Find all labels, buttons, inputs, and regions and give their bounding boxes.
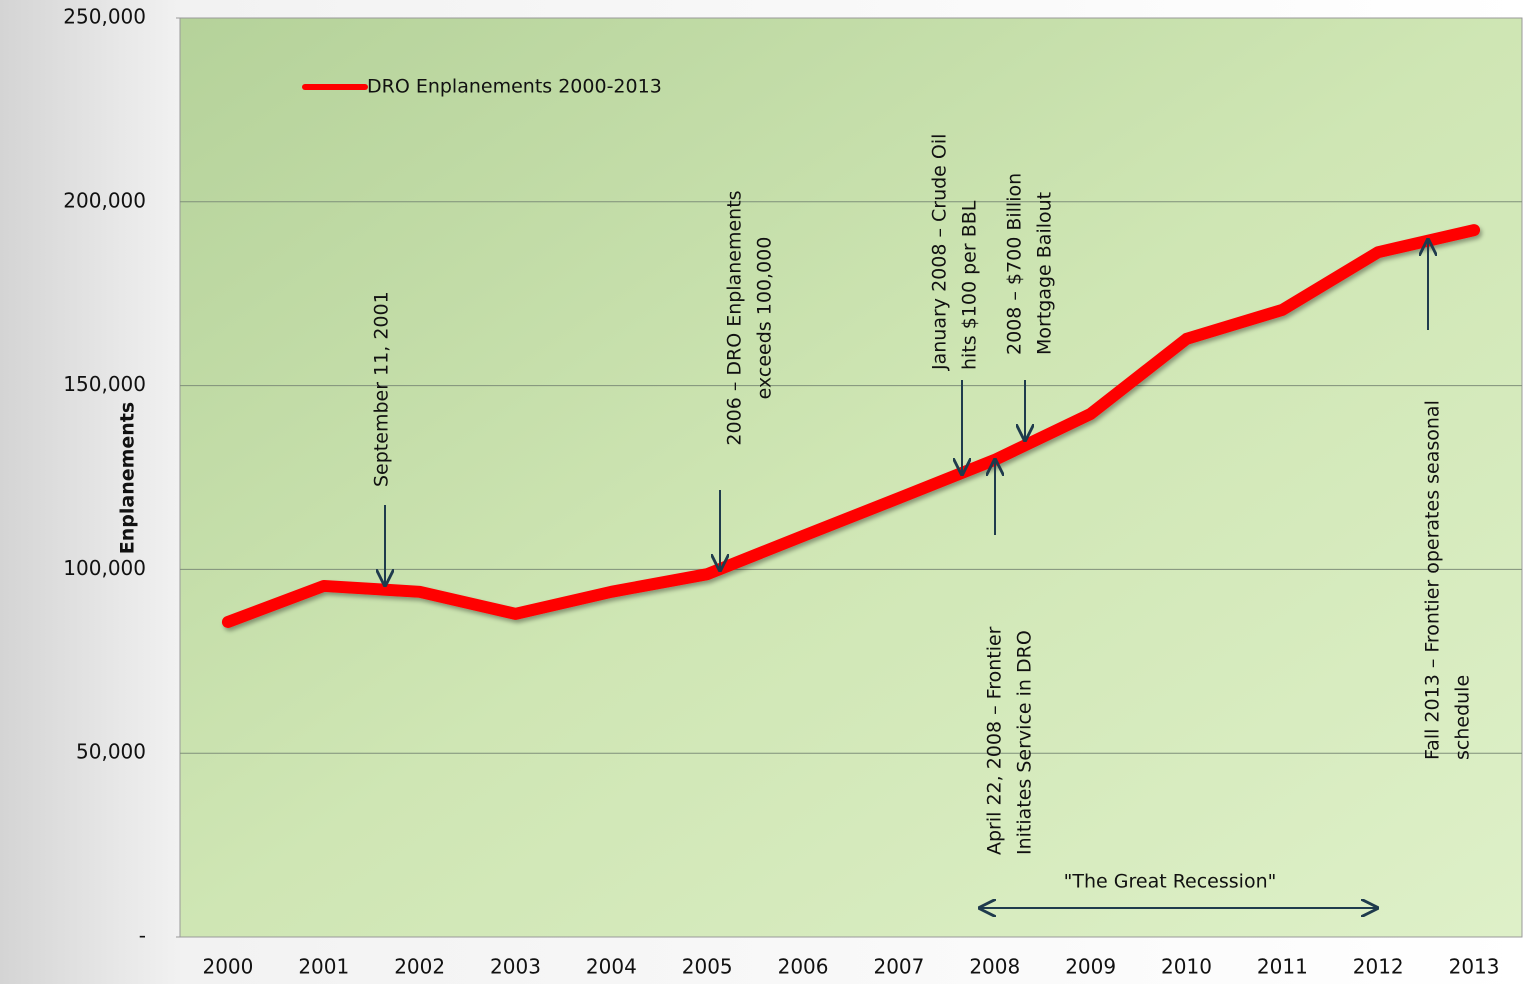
annotation-text: 2006 – DRO Enplanements (724, 190, 746, 445)
annotation-text: January 2008 – Crude Oil (929, 134, 951, 371)
y-tick-label: 200,000 (63, 188, 146, 212)
x-tick-label: 2000 (202, 955, 253, 979)
y-tick-label: 50,000 (76, 740, 146, 764)
annotation-text: "The Great Recession" (1064, 871, 1277, 893)
annotation-text: hits $100 per BBL (959, 200, 981, 370)
annotation-text: April 22, 2008 – Frontier (984, 626, 1006, 855)
annotation-text: schedule (1452, 675, 1474, 760)
data-line (221, 224, 1481, 628)
x-tick-label: 2009 (1065, 955, 1116, 979)
annotation-text: Fall 2013 – Frontier operates seasonal (1422, 400, 1444, 760)
x-tick-label: 2013 (1449, 955, 1500, 979)
x-tick-label: 2002 (394, 955, 445, 979)
plot-area (179, 17, 1523, 938)
x-tick-label: 2003 (490, 955, 541, 979)
annotation-text: Initiates Service in DRO (1014, 630, 1036, 855)
x-tick-label: 2008 (969, 955, 1020, 979)
annotation-text: September 11, 2001 (371, 291, 393, 487)
annotation-text: Mortgage Bailout (1034, 192, 1056, 355)
x-tick-label: 2007 (873, 955, 924, 979)
legend-label: DRO Enplanements 2000-2013 (367, 76, 662, 98)
x-tick-label: 2005 (682, 955, 733, 979)
annotation-text: exceeds 100,000 (754, 237, 776, 400)
y-tick-label: 250,000 (63, 5, 146, 29)
y-axis-label: Enplanements (117, 402, 139, 554)
y-tick-label: 100,000 (63, 556, 146, 580)
annotation-text: 2008 – $700 Billion (1004, 173, 1026, 355)
y-tick-label: 150,000 (63, 372, 146, 396)
x-tick-label: 2011 (1257, 955, 1308, 979)
x-tick-label: 2006 (778, 955, 829, 979)
x-tick-label: 2001 (298, 955, 349, 979)
x-tick-label: 2010 (1161, 955, 1212, 979)
x-tick-label: 2012 (1353, 955, 1404, 979)
x-tick-label: 2004 (586, 955, 637, 979)
y-tick-label: - (139, 924, 146, 948)
